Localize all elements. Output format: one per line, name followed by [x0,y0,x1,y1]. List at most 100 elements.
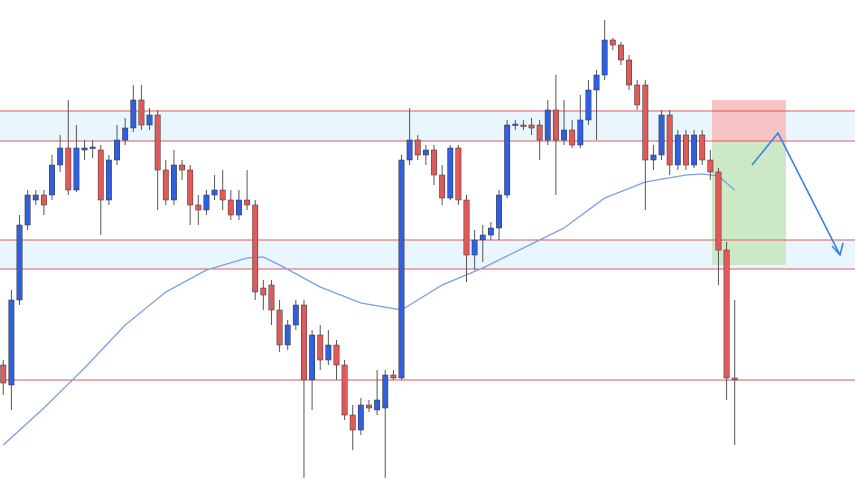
candle-body [0,364,7,384]
candle-body [179,164,185,171]
candle-body [8,299,15,386]
candle-body [447,147,454,199]
candle-body [341,364,348,416]
candle-body [211,189,218,196]
stop-zone [712,100,786,141]
candle-body [512,123,519,126]
candle-body [715,171,722,251]
candle-body [626,59,632,86]
candle-body [268,284,275,311]
candle-body [32,194,39,201]
candle-body [691,134,698,166]
projection-path [751,131,841,256]
candle-body [471,239,478,256]
candle-body [536,124,543,141]
candle-body [284,324,291,346]
candle-body [463,199,470,256]
candle-body [130,99,137,129]
candle-body [325,344,332,361]
candle-body [162,169,169,201]
candle-body [593,74,600,91]
candle-body [406,139,413,161]
ma-line [2,173,736,446]
candle-body [97,149,104,201]
candle-body [309,334,316,381]
candle-body [276,309,283,346]
candle-body [57,147,64,166]
candle-body [569,129,576,146]
candle-body [170,164,177,201]
candle-body [422,149,429,156]
candle-body [187,169,194,206]
candle-body [65,147,72,191]
candle-body [707,159,714,173]
candle-body [292,304,299,326]
candle-body [195,204,202,211]
candle-body [333,344,340,366]
candle-body [219,189,226,201]
candle-body [609,39,616,46]
candle-body [24,194,31,226]
candle-body [16,224,23,301]
candle-body [666,114,673,166]
candle-body [390,374,397,379]
candle-body [577,119,584,146]
candle-body [382,374,389,409]
candle-body [114,139,120,161]
candle-body [699,134,706,161]
candle-body [731,377,738,381]
candle-body [317,334,324,361]
candle-body [73,147,80,191]
candle-body [431,149,437,176]
candle-body [414,139,421,156]
candles [0,20,738,478]
candle-body [252,204,259,293]
candle-body [544,109,551,141]
candle-body [244,199,251,206]
candle-body [366,404,372,409]
candle-body [487,227,494,236]
candle-body [49,164,55,196]
candle-body [260,287,267,296]
candle-body [520,124,527,127]
candle-body [650,154,657,161]
candle-body [601,39,608,76]
candle-body [723,249,730,379]
projection-arrow [751,131,844,257]
candle-body [398,159,405,379]
candle-body [658,114,665,156]
candle-body [227,199,234,216]
candle-body [642,84,649,161]
candle-body [154,114,161,171]
candle-body [634,84,641,106]
candle-body [455,147,462,201]
candle-body [617,44,624,61]
target-zone [712,141,786,265]
candle-body [146,114,153,126]
candle-body [236,199,242,216]
position-box [712,100,786,265]
candle-body [138,99,145,126]
candle-body [349,414,356,431]
candle-body [674,134,681,166]
candle-body [357,404,364,431]
candle-body [301,304,307,381]
candle-body [105,159,112,201]
moving-average [2,173,736,446]
candle-body [439,174,446,199]
candle-body [81,147,88,151]
candle-body [528,124,535,129]
candle-body [552,109,559,141]
candle-body [561,129,567,141]
candle-body [585,89,592,121]
candle-body [496,194,502,229]
candle-body [89,146,96,149]
candle-body [122,127,129,141]
candle-body [479,234,486,241]
candle-body [40,194,47,206]
arrow-head [831,242,844,257]
candle-body [203,194,210,211]
levels [0,110,855,381]
